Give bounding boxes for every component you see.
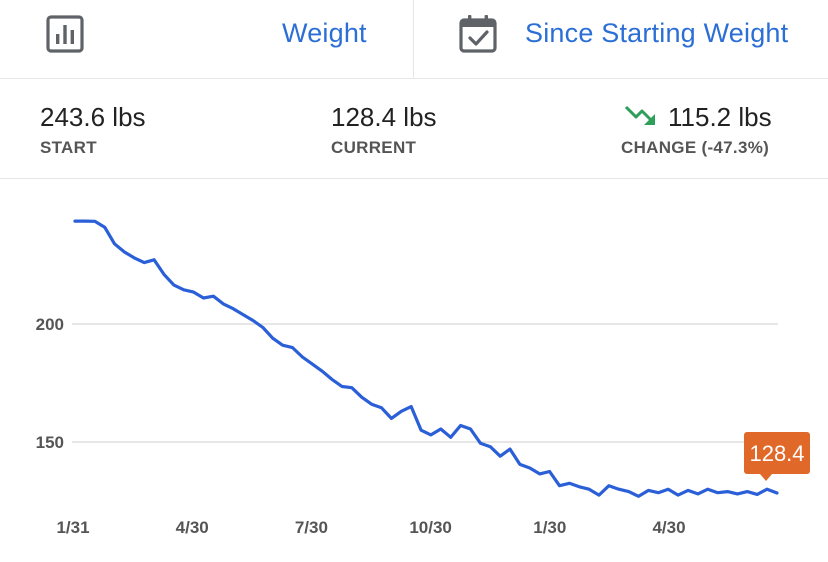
stats-row: 243.6 lbs START 128.4 lbs CURRENT 115.2 … (0, 78, 828, 179)
weight-chart: 200 150 1/31 4/30 7/30 10/30 1/30 4/30 128.4 (36, 219, 810, 537)
start-weight-label: START (40, 138, 97, 157)
metric-selector[interactable]: Weight (282, 18, 367, 48)
start-weight-value: 243.6 lbs (40, 102, 146, 132)
x-tick-label: 4/30 (652, 518, 685, 537)
x-tick-label: 4/30 (176, 518, 209, 537)
period-selector[interactable]: Since Starting Weight (525, 18, 789, 48)
bar-chart-icon[interactable] (45, 14, 85, 54)
x-tick-label: 7/30 (295, 518, 328, 537)
current-weight-label: CURRENT (331, 138, 417, 157)
current-weight-value: 128.4 lbs (331, 102, 437, 132)
toolbar: Weight Since Starting Weight (0, 0, 828, 79)
change-value: 115.2 lbs (668, 102, 772, 132)
y-tick-label: 150 (36, 433, 64, 452)
x-tick-label: 10/30 (409, 518, 452, 537)
last-value-badge (744, 431, 810, 474)
trending-down-icon (624, 104, 658, 128)
x-tick-label: 1/30 (533, 518, 566, 537)
x-tick-label: 1/31 (56, 518, 89, 537)
badge-pointer (760, 473, 772, 481)
calendar-check-icon[interactable] (458, 14, 498, 54)
weight-series-line (73, 219, 779, 498)
y-tick-label: 200 (36, 315, 64, 334)
change-label: CHANGE (-47.3%) (621, 138, 770, 157)
toolbar-divider (413, 0, 414, 78)
last-value-label: 128.4 (749, 441, 804, 466)
